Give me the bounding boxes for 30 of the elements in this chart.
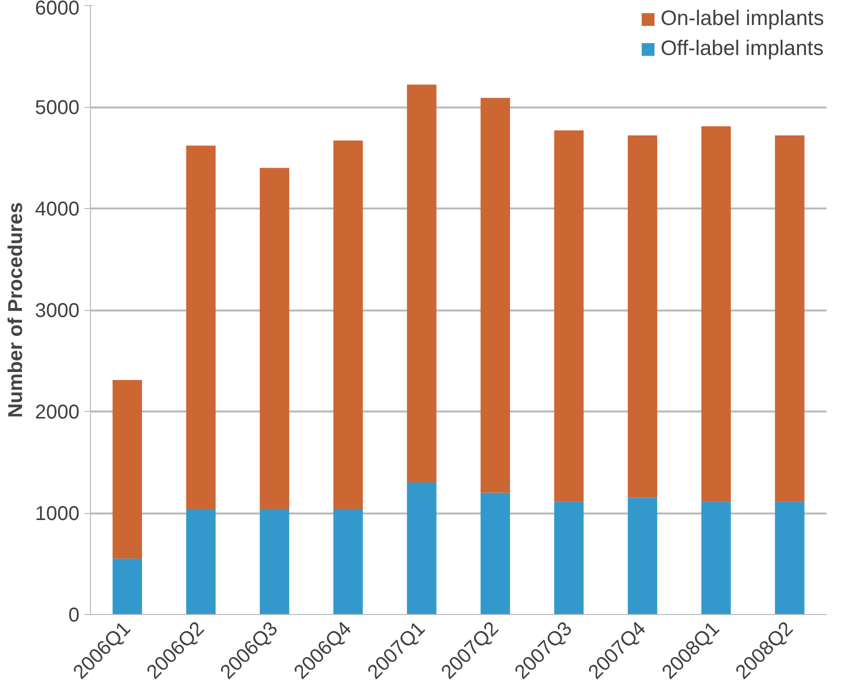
bar bbox=[701, 502, 731, 614]
bar bbox=[774, 135, 804, 502]
y-tick-label: 3000 bbox=[35, 300, 80, 322]
y-axis-title: Number of Procedures bbox=[5, 202, 28, 418]
bar bbox=[260, 168, 290, 509]
bar bbox=[260, 508, 290, 614]
bar bbox=[186, 146, 216, 509]
legend-label: On-label implants bbox=[660, 7, 824, 31]
bar bbox=[333, 140, 363, 509]
bar bbox=[554, 130, 584, 502]
bar bbox=[406, 482, 436, 614]
bar bbox=[628, 498, 658, 614]
legend-label: Off-label implants bbox=[660, 37, 824, 61]
bar bbox=[628, 135, 658, 498]
bar bbox=[480, 98, 510, 493]
bar bbox=[112, 558, 142, 614]
y-tick-label: 6000 bbox=[35, 0, 80, 20]
y-tick-label: 4000 bbox=[35, 198, 80, 220]
bar bbox=[554, 502, 584, 614]
bar bbox=[333, 508, 363, 614]
bar bbox=[701, 126, 731, 502]
y-tick-label: 0 bbox=[68, 604, 80, 626]
bar bbox=[112, 380, 142, 559]
bar bbox=[406, 84, 436, 483]
bar bbox=[186, 508, 216, 614]
bar bbox=[774, 502, 804, 614]
y-tick-label: 5000 bbox=[35, 97, 80, 119]
bar bbox=[480, 492, 510, 614]
y-tick-label: 1000 bbox=[35, 503, 80, 525]
y-tick-label: 2000 bbox=[35, 402, 80, 424]
